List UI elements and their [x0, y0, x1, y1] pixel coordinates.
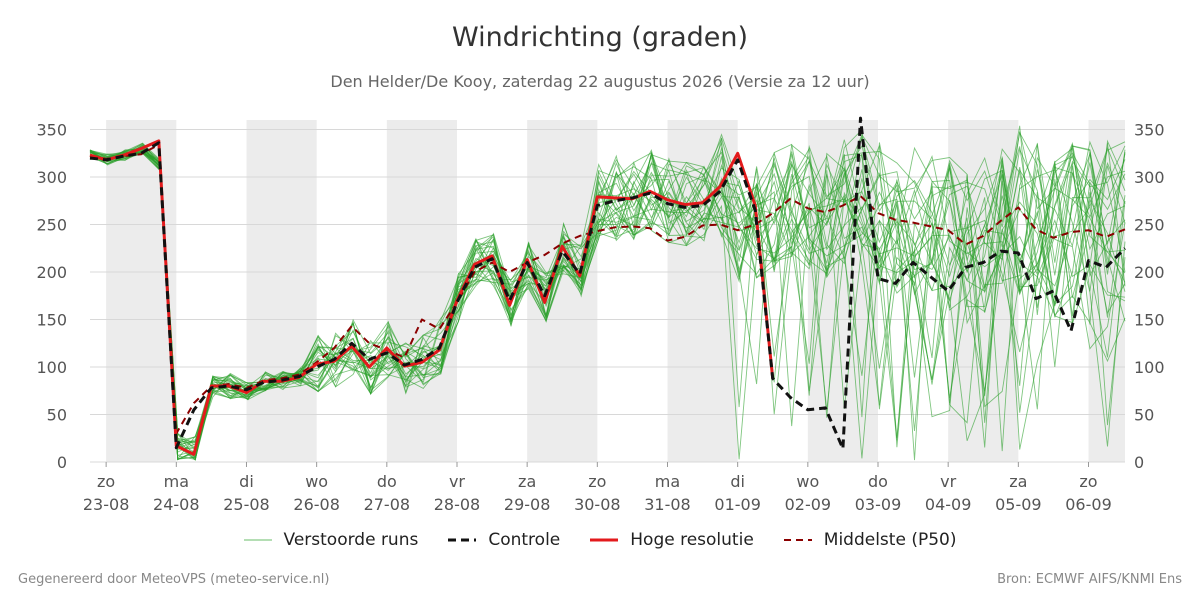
x-tick-day: zo: [1079, 472, 1097, 491]
ensemble-run-line: [89, 135, 1126, 460]
legend-item-control[interactable]: Controle: [448, 530, 560, 550]
x-tick-day: wo: [796, 472, 819, 491]
high-res-line: [89, 139, 775, 456]
x-tick-date: 23-08: [83, 495, 130, 514]
x-tick-day: do: [868, 472, 888, 491]
y-tick-label-left: 150: [36, 311, 67, 330]
x-tick-day: do: [377, 472, 397, 491]
x-tick-date: 03-09: [855, 495, 902, 514]
day-band: [948, 120, 1019, 462]
control-line: [89, 116, 1127, 451]
x-tick-day: wo: [305, 472, 328, 491]
y-tick-label-right: 0: [1134, 453, 1144, 472]
y-tick-label-right: 200: [1134, 263, 1165, 282]
ensemble-run-line: [89, 144, 1126, 450]
y-tick-label-right: 100: [1134, 358, 1165, 377]
x-tick-date: 24-08: [153, 495, 200, 514]
y-tick-label-left: 250: [36, 216, 67, 235]
legend-item-ensemble[interactable]: Verstoorde runs: [243, 530, 419, 550]
x-tick-date: 05-09: [995, 495, 1042, 514]
x-tick-date: 04-09: [925, 495, 972, 514]
x-tick-day: za: [1009, 472, 1027, 491]
legend-item-high-res[interactable]: Hoge resolutie: [590, 530, 754, 550]
y-tick-label-right: 350: [1134, 121, 1165, 140]
x-axis: zo 23-08 ma 24-08 di 25-08 wo 26-08 do 27-08 vr 28-…: [83, 462, 1112, 514]
legend-swatch-ensemble: [243, 539, 272, 541]
x-tick-date: 06-09: [1065, 495, 1112, 514]
ensemble-run-line: [89, 131, 1126, 451]
legend-swatch-median: [783, 539, 812, 541]
chart-title: Windrichting (graden): [451, 22, 749, 53]
x-tick-date: 27-08: [364, 495, 411, 514]
y-axis-left: 0 50 100 150 200 250 300 350: [36, 121, 67, 473]
y-tick-label-right: 150: [1134, 311, 1165, 330]
x-tick-day: di: [730, 472, 745, 491]
y-tick-label-left: 0: [57, 453, 67, 472]
y-axis-right: 0 50 100 150 200 250 300 350: [1134, 121, 1165, 473]
x-tick-day: zo: [588, 472, 606, 491]
chart-subtitle: Den Helder/De Kooy, zaterdag 22 augustus…: [330, 72, 870, 91]
legend: Verstoorde runs Controle Hoge resolutie …: [0, 530, 1200, 550]
day-band: [386, 120, 457, 462]
y-tick-label-left: 100: [36, 358, 67, 377]
x-tick-day: vr: [940, 472, 956, 491]
y-tick-label-left: 350: [36, 121, 67, 140]
x-tick-date: 30-08: [574, 495, 621, 514]
legend-label-control: Controle: [488, 530, 561, 550]
x-tick-date: 25-08: [223, 495, 270, 514]
day-band: [246, 120, 317, 462]
ensemble-run-line: [89, 133, 1126, 442]
legend-label-high-res: Hoge resolutie: [630, 530, 754, 550]
legend-label-median: Middelste (P50): [823, 530, 957, 550]
day-band: [527, 120, 598, 462]
legend-swatch-high-res: [590, 538, 619, 542]
y-tick-label-right: 250: [1134, 216, 1165, 235]
ensemble-run-line: [89, 141, 1126, 461]
footer-source: Bron: ECMWF AIFS/KNMI Ens: [997, 572, 1182, 587]
y-tick-label-left: 300: [36, 168, 67, 187]
x-tick-date: 02-09: [785, 495, 832, 514]
legend-item-median[interactable]: Middelste (P50): [783, 530, 957, 550]
x-tick-day: zo: [97, 472, 115, 491]
x-tick-day: za: [518, 472, 536, 491]
x-tick-date: 26-08: [293, 495, 340, 514]
y-tick-label-right: 300: [1134, 168, 1165, 187]
x-tick-date: 31-08: [644, 495, 691, 514]
ensemble-run-line: [89, 150, 1126, 461]
y-tick-label-right: 50: [1134, 406, 1154, 425]
day-band: [106, 120, 177, 462]
legend-swatch-control: [448, 538, 477, 542]
x-tick-day: vr: [449, 472, 465, 491]
x-tick-date: 01-09: [714, 495, 761, 514]
x-tick-day: ma: [655, 472, 680, 491]
x-tick-date: 28-08: [434, 495, 481, 514]
y-tick-label-left: 50: [47, 406, 67, 425]
x-tick-day: di: [239, 472, 254, 491]
main-series: [89, 116, 1127, 456]
legend-label-ensemble: Verstoorde runs: [283, 530, 419, 550]
day-bands: [106, 120, 1125, 462]
x-tick-date: 29-08: [504, 495, 551, 514]
x-tick-day: ma: [164, 472, 189, 491]
footer-credit: Gegenereerd door MeteoVPS (meteo-service…: [18, 572, 330, 587]
y-tick-label-left: 200: [36, 263, 67, 282]
